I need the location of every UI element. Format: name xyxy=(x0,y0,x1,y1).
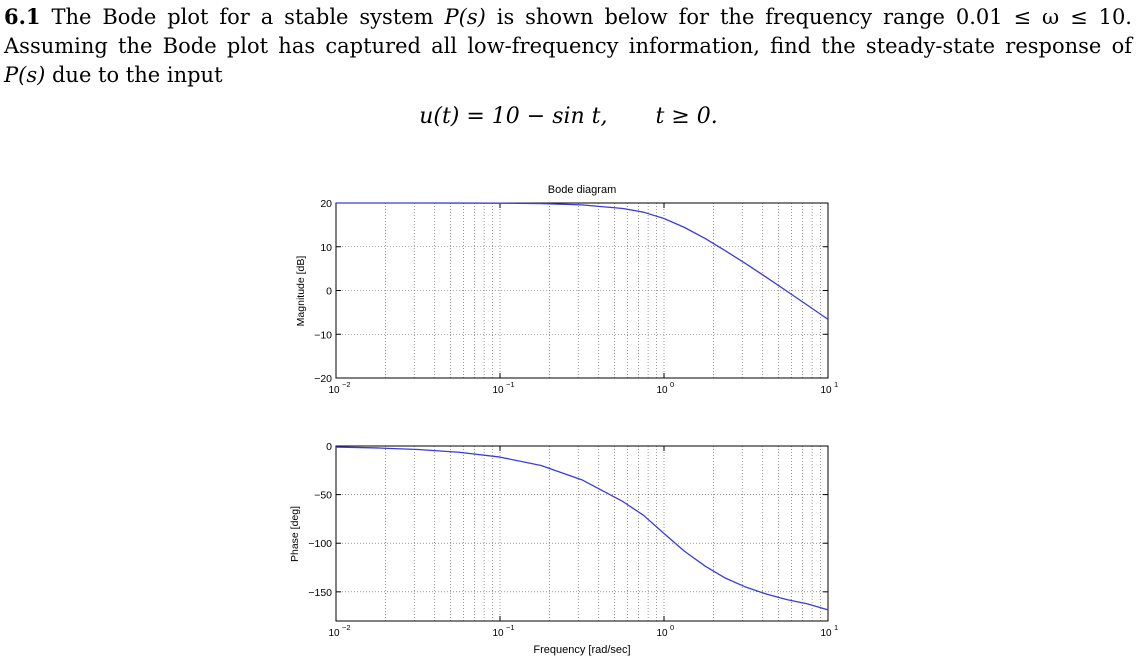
phase-xtick-label: 10 xyxy=(820,628,832,639)
equation-condition: t ≥ 0. xyxy=(655,104,718,129)
phase-series-line xyxy=(335,446,829,611)
phase-ytick-label: 0 xyxy=(326,441,332,453)
problem-number: 6.1 xyxy=(4,4,41,29)
magnitude-xtick-label: 10 xyxy=(656,385,668,396)
magnitude-ytick-label: −10 xyxy=(314,329,332,341)
phase-xtick-exponent: 0 xyxy=(670,623,674,632)
magnitude-xtick-exponent: −2 xyxy=(342,380,351,389)
phase-xtick-exponent: −1 xyxy=(506,623,515,632)
phase-ytick-label: −150 xyxy=(308,587,332,599)
magnitude-ytick-label: 10 xyxy=(320,242,332,254)
phase-xtick-label: 10 xyxy=(656,628,668,639)
phase-ytick-label: −100 xyxy=(308,538,332,550)
magnitude-series-line xyxy=(336,202,829,320)
equation-lhs: u(t) = 10 − sin t, xyxy=(419,104,608,129)
phase-ylabel: Phase [deg] xyxy=(289,506,301,562)
input-equation: u(t) = 10 − sin t, t ≥ 0. xyxy=(0,104,1137,129)
problem-text-3: due to the input xyxy=(45,63,223,87)
phase-axes-box xyxy=(335,445,829,622)
magnitude-xtick-exponent: −1 xyxy=(506,380,515,389)
problem-statement: 6.1 The Bode plot for a stable system P(… xyxy=(4,2,1132,90)
magnitude-xtick-label: 10 xyxy=(328,385,340,396)
system-symbol-2: P(s) xyxy=(4,63,46,87)
magnitude-xtick-exponent: 1 xyxy=(834,380,838,389)
magnitude-xtick-label: 10 xyxy=(820,385,832,396)
magnitude-ytick-label: 20 xyxy=(320,198,332,210)
phase-xtick-label: 10 xyxy=(328,628,340,639)
magnitude-ytick-label: 0 xyxy=(326,286,332,298)
phase-xtick-exponent: 1 xyxy=(834,623,838,632)
problem-text-1: The Bode plot for a stable system xyxy=(51,5,445,29)
magnitude-xtick-label: 10 xyxy=(492,385,504,396)
magnitude-xtick-exponent: 0 xyxy=(670,380,674,389)
problem-text-2: is shown below for the frequency range 0… xyxy=(4,5,1132,58)
bode-title: Bode diagram xyxy=(548,184,617,196)
phase-ytick-label: −50 xyxy=(314,490,332,502)
frequency-xlabel: Frequency [rad/sec] xyxy=(533,644,630,656)
system-symbol: P(s) xyxy=(444,5,486,29)
magnitude-ytick-label: −20 xyxy=(314,373,332,385)
magnitude-ylabel: Magnitude [dB] xyxy=(295,256,307,327)
phase-xtick-exponent: −2 xyxy=(342,623,351,632)
phase-xtick-label: 10 xyxy=(492,628,504,639)
